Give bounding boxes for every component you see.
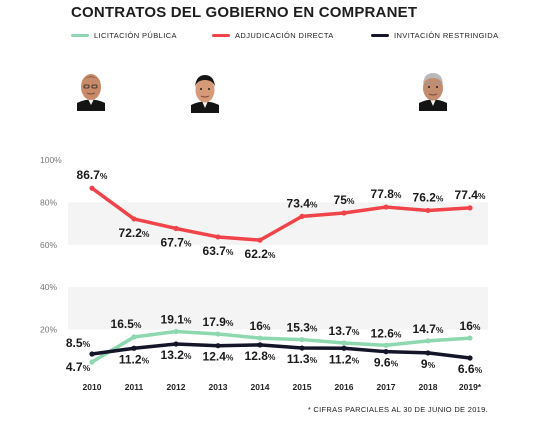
data-label-licitacion: 4.7%	[66, 360, 91, 374]
data-point-adjudicacion	[341, 210, 347, 216]
data-label-adjudicacion: 73.4%	[287, 196, 318, 210]
data-label-adjudicacion: 77.8%	[371, 187, 402, 201]
y-tick-label: 20%	[40, 325, 57, 335]
x-tick-label: 2014	[251, 382, 270, 392]
data-label-invitacion: 9%	[421, 357, 436, 371]
legend-swatch-adjudicacion	[212, 34, 230, 37]
data-point-adjudicacion	[299, 213, 305, 219]
legend-label-licitacion: LICITACIÓN PÚBLICA	[94, 31, 177, 40]
data-point-licitacion	[467, 335, 473, 341]
grid-band-0	[68, 287, 488, 330]
data-label-licitacion: 16%	[460, 319, 481, 333]
y-tick-label: 60%	[40, 240, 57, 250]
data-point-adjudicacion	[215, 234, 221, 240]
x-tick-label: 2015	[293, 382, 312, 392]
data-label-invitacion: 8.5%	[66, 336, 91, 350]
data-point-licitacion	[383, 342, 389, 348]
legend-item-licitacion: LICITACIÓN PÚBLICA	[71, 31, 177, 40]
legend-item-invitacion: INVITACIÓN RESTRINGIDA	[371, 31, 499, 40]
data-label-invitacion: 11.2%	[329, 352, 360, 366]
data-point-licitacion	[257, 335, 263, 341]
data-label-adjudicacion: 62.2%	[245, 247, 276, 261]
data-label-adjudicacion: 77.4%	[455, 188, 486, 202]
legend-label-invitacion: INVITACIÓN RESTRINGIDA	[394, 31, 499, 40]
data-point-licitacion	[215, 331, 221, 337]
data-label-adjudicacion: 63.7%	[203, 244, 234, 258]
x-tick-label: 2011	[125, 382, 144, 392]
legend-item-adjudicacion: ADJUDICACIÓN DIRECTA	[212, 31, 334, 40]
series-line-licitacion	[90, 329, 472, 364]
data-point-adjudicacion	[173, 225, 179, 232]
data-label-adjudicacion: 76.2%	[413, 190, 444, 204]
x-tick-label: 2017	[377, 382, 396, 392]
data-label-invitacion: 12.8%	[245, 349, 276, 363]
data-label-invitacion: 11.3%	[287, 352, 318, 366]
data-point-invitacion	[215, 343, 221, 349]
data-label-licitacion: 16%	[250, 319, 271, 333]
data-label-adjudicacion: 86.7%	[77, 168, 108, 182]
data-point-adjudicacion	[89, 185, 95, 191]
data-point-invitacion	[383, 349, 389, 355]
data-point-invitacion	[299, 345, 305, 351]
data-label-invitacion: 12.4%	[203, 350, 234, 364]
data-label-adjudicacion: 75%	[334, 193, 355, 207]
data-point-licitacion	[89, 359, 95, 365]
data-point-adjudicacion	[467, 205, 473, 211]
data-label-adjudicacion: 72.2%	[119, 226, 150, 240]
data-point-adjudicacion	[425, 207, 431, 214]
data-point-licitacion	[299, 336, 305, 343]
data-label-invitacion: 9.6%	[374, 356, 399, 370]
y-tick-label: 100%	[40, 155, 62, 165]
data-point-invitacion	[425, 350, 431, 356]
legend-swatch-licitacion	[71, 34, 89, 37]
data-label-invitacion: 13.2%	[161, 348, 192, 362]
data-point-adjudicacion	[131, 216, 137, 222]
y-tick-label: 80%	[40, 197, 57, 207]
x-tick-label: 2016	[335, 382, 354, 392]
chart-legend: LICITACIÓN PÚBLICA ADJUDICACIÓN DIRECTA …	[0, 31, 558, 45]
legend-label-adjudicacion: ADJUDICACIÓN DIRECTA	[235, 31, 334, 40]
data-point-invitacion	[173, 341, 179, 347]
data-point-licitacion	[173, 328, 179, 335]
x-tick-label: 2010	[83, 382, 102, 392]
x-tick-label: 2019*	[459, 382, 482, 392]
data-point-licitacion	[131, 334, 137, 340]
data-point-adjudicacion	[257, 237, 263, 243]
data-point-invitacion	[467, 355, 473, 361]
data-label-licitacion: 12.6%	[371, 326, 402, 340]
data-label-invitacion: 6.6%	[458, 362, 483, 376]
x-tick-label: 2012	[167, 382, 186, 392]
y-tick-label: 40%	[40, 282, 57, 292]
data-label-licitacion: 16.5%	[111, 317, 142, 331]
data-label-invitacion: 11.2%	[119, 352, 150, 366]
data-label-licitacion: 15.3%	[287, 321, 318, 335]
enrique-pena-nieto-portrait	[191, 75, 219, 113]
data-point-licitacion	[425, 338, 431, 344]
series-line-adjudicacion	[90, 186, 472, 242]
data-point-invitacion	[257, 342, 263, 348]
data-label-licitacion: 19.1%	[161, 313, 192, 327]
data-label-licitacion: 13.7%	[329, 324, 360, 338]
felipe-calderon-portrait	[77, 74, 105, 111]
chart-footnote: * CIFRAS PARCIALES AL 30 DE JUNIO DE 201…	[307, 405, 488, 414]
data-point-licitacion	[341, 340, 347, 346]
series-line-invitacion	[90, 342, 472, 360]
x-tick-label: 2013	[209, 382, 228, 392]
data-point-invitacion	[89, 351, 95, 357]
data-label-adjudicacion: 67.7%	[161, 235, 192, 249]
x-tick-label: 2018	[419, 382, 438, 392]
data-label-licitacion: 14.7%	[413, 322, 444, 336]
data-label-licitacion: 17.9%	[203, 315, 234, 329]
data-point-invitacion	[341, 345, 347, 351]
data-point-adjudicacion	[383, 204, 389, 210]
andres-manuel-lopez-obrador-portrait	[419, 73, 447, 111]
legend-swatch-invitacion	[371, 34, 389, 37]
data-point-invitacion	[131, 345, 137, 351]
chart-title: CONTRATOS DEL GOBIERNO EN COMPRANET	[71, 4, 418, 21]
